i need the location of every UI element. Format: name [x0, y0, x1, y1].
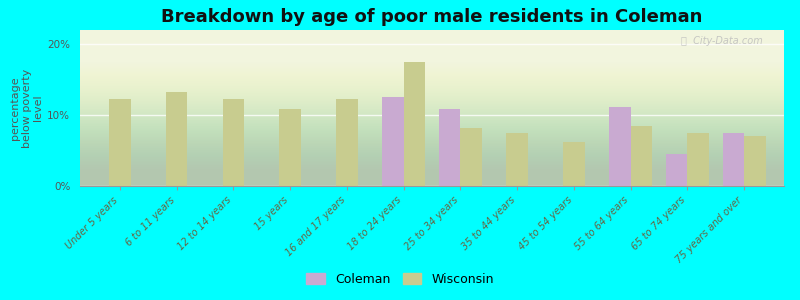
Bar [109, 100, 130, 186]
Bar [404, 62, 425, 186]
Bar [744, 136, 766, 186]
Legend: Coleman, Wisconsin: Coleman, Wisconsin [301, 268, 499, 291]
Bar [609, 106, 630, 186]
Bar [166, 92, 187, 186]
Title: Breakdown by age of poor male residents in Coleman: Breakdown by age of poor male residents … [162, 8, 702, 26]
Bar [722, 133, 744, 186]
Bar [630, 126, 652, 186]
Bar [666, 154, 687, 186]
Text: ⓘ  City-Data.com: ⓘ City-Data.com [681, 36, 763, 46]
Bar [687, 133, 709, 186]
Bar [222, 100, 244, 186]
Bar [336, 100, 358, 186]
Bar [563, 142, 585, 186]
Bar [506, 133, 528, 186]
Bar [460, 128, 482, 186]
Bar [439, 110, 460, 186]
Y-axis label: percentage
below poverty
level: percentage below poverty level [10, 68, 43, 148]
Bar [382, 98, 404, 186]
Bar [279, 110, 301, 186]
